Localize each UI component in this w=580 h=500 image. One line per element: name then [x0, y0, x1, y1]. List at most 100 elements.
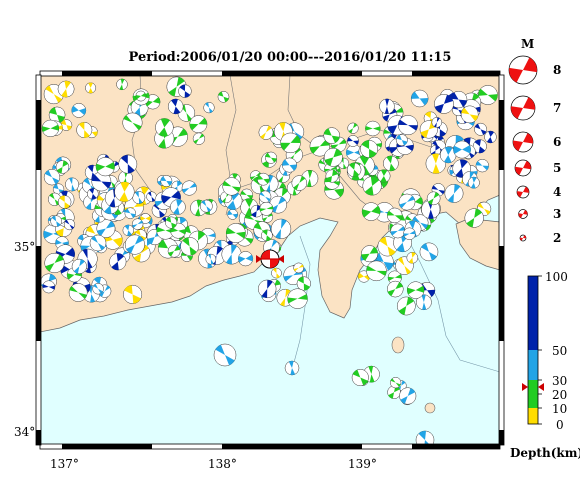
depth-tick-10: 10: [552, 402, 567, 416]
focal-mechanism-icon: [291, 175, 308, 191]
focal-mechanism-icon: [91, 171, 112, 192]
lon-label-138: 138°: [208, 457, 237, 471]
focal-mechanism-icon: [227, 209, 238, 220]
focal-mechanism-icon: [347, 135, 359, 147]
focal-mechanism-icon: [258, 124, 274, 140]
focal-mechanism-icon: [43, 169, 61, 186]
depth-bar-intermediate: [528, 350, 538, 380]
focal-mechanism-icon: [416, 294, 432, 311]
focal-mechanism-icon: [346, 162, 362, 178]
lon-label-139: 139°: [348, 457, 377, 471]
focal-mechanism-icon: [114, 181, 135, 202]
magnitude-legend-icon: [519, 234, 527, 242]
magnitude-legend-label: 4: [553, 185, 561, 199]
focal-mechanism-icon: [109, 253, 127, 271]
focal-mechanism-icon: [419, 242, 439, 262]
focal-mechanism-icon: [122, 224, 134, 237]
focal-mechanism-icon: [71, 103, 87, 118]
focal-mechanism-icon: [403, 227, 416, 241]
magnitude-legend-label: 7: [553, 101, 561, 115]
focal-mechanism-icon: [95, 157, 115, 177]
focal-mechanism-icon: [453, 140, 471, 159]
magnitude-legend: M 8 7 6 5 4 3 2: [508, 37, 561, 245]
focal-mechanism-icon: [270, 218, 292, 240]
focal-mechanism-icon: [87, 188, 99, 200]
focal-mechanism-icon: [221, 244, 242, 265]
focal-mechanism-icon: [85, 82, 97, 94]
map-region[interactable]: [39, 74, 501, 450]
focal-mechanism-icon: [390, 377, 402, 389]
magnitude-legend-label: 8: [553, 63, 561, 77]
focal-mechanism-icon: [366, 260, 387, 282]
focal-mechanism-icon: [293, 262, 304, 274]
focal-mechanism-icon: [280, 132, 301, 154]
focal-mechanism-icon: [323, 127, 340, 144]
focal-mechanism-icon: [323, 147, 343, 167]
depth-tick-30: 30: [552, 374, 567, 388]
main-event-marker[interactable]: [256, 249, 284, 269]
focal-mechanism-icon: [44, 252, 65, 274]
focal-mechanism-icon: [50, 215, 62, 228]
depth-bar-shallow: [528, 380, 538, 408]
focal-mechanism-icon: [396, 296, 416, 316]
depth-bar-surface: [528, 408, 538, 424]
focal-mechanism-icon: [377, 169, 391, 183]
focal-mechanism-icon: [132, 191, 146, 205]
focal-mechanism-icon: [123, 284, 143, 304]
focal-mechanism-icon: [325, 169, 339, 183]
depth-unit-label: Depth(km): [510, 446, 580, 460]
focal-mechanism-icon: [57, 80, 75, 98]
focal-mechanism-icon: [365, 120, 381, 137]
focal-mechanism-icon: [361, 245, 379, 263]
map-title: Period:2006/01/20 00:00---2016/01/20 11:…: [128, 50, 452, 65]
depth-tick-50: 50: [552, 344, 567, 358]
focal-mechanism-icon: [287, 288, 308, 309]
focal-mechanism-icon: [464, 208, 484, 228]
focal-mechanism-icon: [472, 139, 487, 154]
focal-mechanism-icon: [217, 91, 230, 103]
focal-mechanism-icon: [189, 115, 208, 133]
magnitude-legend-label: 5: [553, 161, 561, 175]
focal-mechanism-icon: [63, 218, 76, 231]
focal-mechanism-icon: [165, 216, 178, 229]
lat-label-35: 35°: [14, 240, 35, 254]
focal-mechanism-icon: [261, 229, 273, 242]
focal-mechanism-icon: [264, 151, 278, 164]
depth-bar-deep: [528, 276, 538, 350]
focal-mechanism-icon: [213, 343, 237, 367]
focal-mechanism-icon: [203, 102, 215, 114]
focal-mechanism-icon: [361, 202, 381, 221]
focal-mechanism-icon: [484, 130, 497, 144]
focal-mechanism-icon: [155, 118, 174, 137]
focal-mechanism-icon: [167, 98, 184, 115]
focal-mechanism-icon: [135, 90, 147, 102]
focal-mechanism-icon: [71, 258, 87, 274]
focal-mechanism-icon: [387, 207, 403, 224]
focal-mechanism-icon: [96, 219, 116, 238]
focal-mechanism-icon: [296, 276, 311, 291]
magnitude-legend-label: 2: [553, 231, 561, 245]
depth-legend: 100 50 30 20 10 0 Depth(km): [510, 270, 580, 460]
focal-mechanism-icon: [474, 122, 487, 136]
focal-mechanism-icon: [170, 199, 186, 215]
focal-mechanism-icon: [377, 236, 398, 257]
focal-mechanism-icon: [42, 280, 56, 294]
focal-mechanism-icon: [398, 193, 416, 211]
focal-mechanism-icon: [55, 160, 70, 174]
focal-mechanism-icon: [460, 105, 479, 124]
focal-mechanism-icon: [398, 115, 418, 136]
earthquake-events: [40, 76, 498, 450]
lon-label-137: 137°: [50, 457, 79, 471]
magnitude-legend-label: 3: [553, 207, 561, 221]
focal-mechanism-icon: [146, 191, 157, 202]
focal-mechanism-icon: [89, 234, 107, 252]
focal-mechanism-icon: [118, 154, 138, 174]
focal-mechanism-icon: [205, 253, 217, 265]
focal-mechanism-icon: [240, 188, 254, 202]
depth-marker-icon: [522, 383, 544, 391]
magnitude-legend-header: M: [521, 37, 534, 51]
focal-mechanism-icon: [160, 175, 173, 187]
focal-mechanism-icon: [259, 201, 274, 216]
focal-mechanism-icon: [395, 134, 408, 147]
focal-mechanism-icon: [309, 136, 330, 157]
